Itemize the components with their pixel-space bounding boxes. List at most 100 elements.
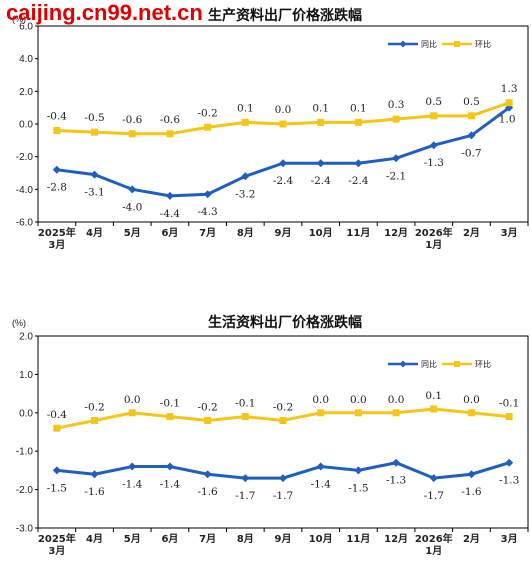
data-label-yoy: -4.3 <box>197 206 217 218</box>
x-tick-label: 9月 <box>275 533 292 545</box>
x-tick-label: 11月 <box>346 533 370 545</box>
data-label-yoy: -1.3 <box>499 475 519 487</box>
data-point-mom <box>204 123 212 131</box>
legend-marker-yoy <box>399 360 407 368</box>
data-label-yoy: -1.5 <box>47 482 67 494</box>
y-tick-label: 0.0 <box>19 120 33 131</box>
data-point-yoy <box>90 470 99 479</box>
data-point-mom <box>392 409 400 417</box>
data-label-yoy: -2.1 <box>386 170 406 182</box>
y-tick-label: 0.0 <box>19 408 33 419</box>
data-point-yoy <box>392 154 401 163</box>
data-point-yoy <box>203 470 212 479</box>
data-label-mom: 0.1 <box>312 102 329 114</box>
data-label-mom: 0.0 <box>388 394 405 406</box>
y-tick-label: -2.0 <box>16 485 34 496</box>
x-tick-label: 6月 <box>161 533 178 545</box>
x-tick-label: 5月 <box>124 533 141 545</box>
data-label-mom: 0.5 <box>463 96 480 108</box>
data-label-mom: 0.0 <box>275 104 292 116</box>
data-point-mom <box>166 130 174 138</box>
data-label-yoy: -1.7 <box>273 490 293 502</box>
data-point-yoy <box>52 165 61 174</box>
data-label-mom: -0.1 <box>235 398 255 410</box>
data-point-yoy <box>241 172 250 181</box>
data-label-mom: -0.4 <box>47 409 68 421</box>
data-label-mom: 0.3 <box>388 99 405 111</box>
data-point-mom <box>467 409 475 417</box>
data-label-yoy: -4.4 <box>160 208 181 220</box>
legend-marker-yoy <box>399 40 407 48</box>
data-label-yoy: -1.5 <box>348 482 368 494</box>
x-tick-label: 3月 <box>48 239 65 251</box>
y-tick-label: 1.0 <box>19 370 33 381</box>
data-point-yoy <box>165 462 174 471</box>
data-point-mom <box>53 127 61 135</box>
data-point-mom <box>279 120 287 128</box>
x-tick-label: 6月 <box>161 227 178 239</box>
data-label-yoy: -1.4 <box>122 479 143 491</box>
data-label-mom: -0.2 <box>197 107 217 119</box>
data-point-yoy <box>392 458 401 467</box>
data-label-mom: -0.2 <box>84 401 104 413</box>
y-tick-label: -4.0 <box>16 185 34 196</box>
data-point-mom <box>430 112 438 120</box>
x-tick-label: 11月 <box>346 227 370 239</box>
data-label-yoy: 1.0 <box>499 114 516 126</box>
y-axis-unit: (%) <box>12 14 26 24</box>
data-point-mom <box>505 99 513 107</box>
y-tick-label: -2.0 <box>16 152 34 163</box>
data-label-mom: 0.1 <box>237 102 254 114</box>
x-tick-label: 4月 <box>86 533 103 545</box>
data-label-yoy: -1.3 <box>424 157 444 169</box>
data-point-yoy <box>429 141 438 150</box>
data-point-yoy <box>505 458 514 467</box>
x-tick-label: 8月 <box>237 533 254 545</box>
data-point-yoy <box>467 131 476 140</box>
data-point-mom <box>241 413 249 421</box>
data-label-mom: 0.0 <box>312 394 329 406</box>
data-point-mom <box>279 416 287 424</box>
data-label-yoy: -2.4 <box>273 175 294 187</box>
data-point-mom <box>53 424 61 432</box>
data-label-mom: -0.2 <box>273 401 293 413</box>
data-point-yoy <box>354 466 363 475</box>
x-tick-label: 12月 <box>384 227 408 239</box>
data-label-yoy: -2.4 <box>348 175 369 187</box>
data-point-yoy <box>316 462 325 471</box>
x-tick-label: 7月 <box>199 227 216 239</box>
data-label-mom: -0.6 <box>122 114 143 126</box>
data-label-mom: -0.4 <box>47 111 68 123</box>
data-point-yoy <box>429 474 438 483</box>
x-tick-label: 2025年 <box>38 532 76 545</box>
legend-label-yoy: 同比 <box>421 359 437 369</box>
data-point-yoy <box>203 190 212 199</box>
data-label-yoy: -1.6 <box>84 486 105 498</box>
data-label-yoy: -1.6 <box>461 486 482 498</box>
data-label-yoy: -0.7 <box>461 147 481 159</box>
data-label-yoy: -1.4 <box>160 479 181 491</box>
data-point-mom <box>128 130 136 138</box>
x-tick-label: 2026年 <box>415 532 453 545</box>
data-label-yoy: -1.4 <box>311 479 332 491</box>
legend-marker-mom <box>454 361 460 367</box>
data-label-mom: 0.1 <box>350 102 367 114</box>
data-point-mom <box>430 405 438 413</box>
data-point-yoy <box>316 159 325 168</box>
y-axis-unit: (%) <box>12 318 26 328</box>
data-point-mom <box>505 413 513 421</box>
data-label-mom: 0.0 <box>350 394 367 406</box>
x-tick-label: 3月 <box>501 533 518 545</box>
data-point-yoy <box>354 159 363 168</box>
data-label-mom: -0.5 <box>84 112 104 124</box>
y-tick-label: 2.0 <box>19 332 33 343</box>
data-label-mom: -0.1 <box>499 398 519 410</box>
x-tick-label: 2月 <box>463 533 480 545</box>
data-point-mom <box>128 409 136 417</box>
data-point-mom <box>166 413 174 421</box>
data-label-yoy: -1.7 <box>235 490 255 502</box>
data-point-yoy <box>279 159 287 168</box>
x-tick-label: 3月 <box>501 227 518 239</box>
data-point-mom <box>354 409 362 417</box>
x-tick-label: 10月 <box>309 533 333 545</box>
